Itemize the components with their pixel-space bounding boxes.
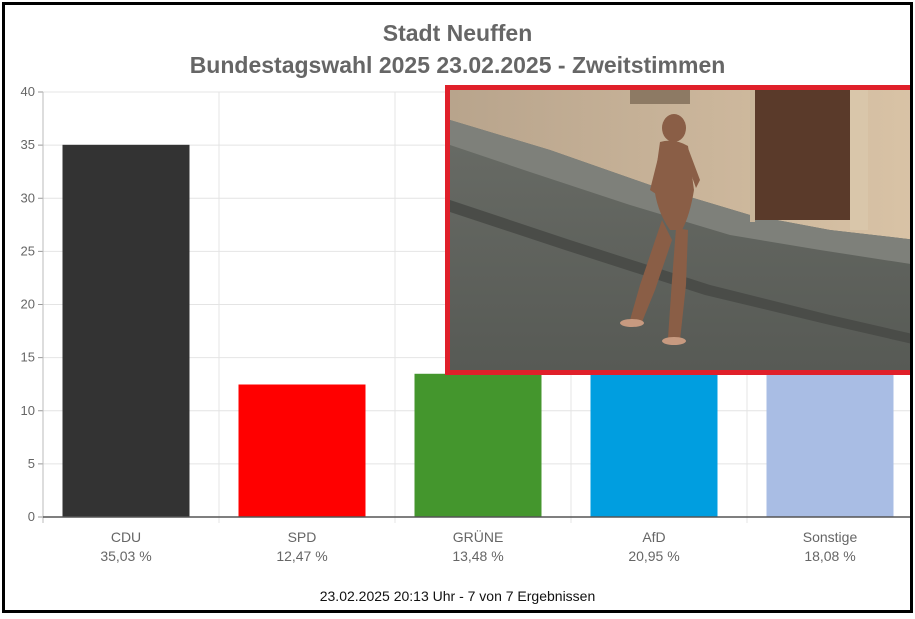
category-label: GRÜNE <box>453 528 504 545</box>
y-tick-label: 35 <box>21 137 35 152</box>
y-tick-label: 15 <box>21 350 35 365</box>
category-labels: CDU 35,03 % SPD 12,47 % GRÜNE 13,48 % AfD 20,95… <box>100 528 857 564</box>
category-label: SPD <box>288 529 317 545</box>
category-label: Sonstige <box>803 529 858 545</box>
street-photo-icon <box>450 90 910 370</box>
bar-gr-ne <box>414 373 542 517</box>
street-photo-overlay <box>445 85 910 375</box>
y-tick-label: 0 <box>28 509 35 524</box>
bar-cdu <box>62 144 190 517</box>
chart-subtitle: Bundestagswahl 2025 23.02.2025 - Zweitst… <box>189 52 726 78</box>
value-label: 12,47 % <box>276 548 327 564</box>
bar-spd <box>238 384 366 517</box>
value-label: 20,95 % <box>628 548 679 564</box>
chart-footnote: 23.02.2025 20:13 Uhr - 7 von 7 Ergebniss… <box>319 588 596 604</box>
y-tick-label: 20 <box>21 297 35 312</box>
y-tick-label: 30 <box>21 190 35 205</box>
value-label: 35,03 % <box>100 548 151 564</box>
value-label: 18,08 % <box>804 548 855 564</box>
category-label: CDU <box>111 529 141 545</box>
chart-title: Stadt Neuffen <box>382 20 533 46</box>
axes: 0 5 10 15 20 25 30 35 40 <box>21 84 910 524</box>
y-tick-label: 5 <box>28 456 35 471</box>
y-tick-label: 40 <box>21 84 35 99</box>
category-label: AfD <box>642 529 665 545</box>
value-label: 13,48 % <box>452 548 503 564</box>
y-tick-label: 25 <box>21 243 35 258</box>
y-tick-label: 10 <box>21 403 35 418</box>
